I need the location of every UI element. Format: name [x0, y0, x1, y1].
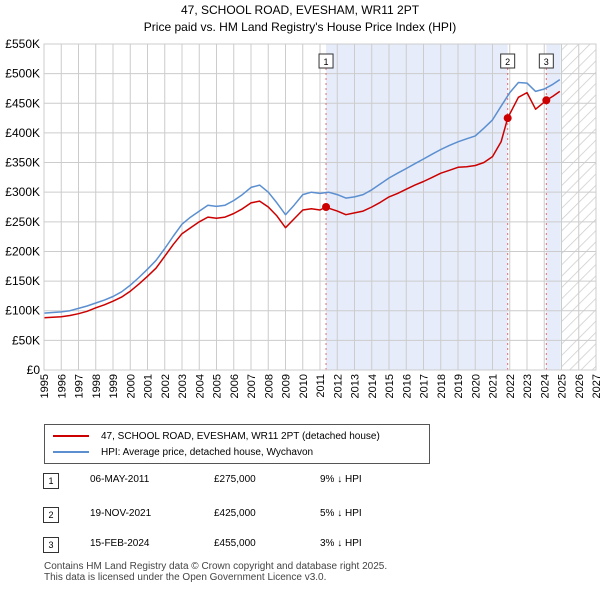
x-tick-label: 1996: [56, 374, 68, 398]
chart-title: 47, SCHOOL ROAD, EVESHAM, WR11 2PT: [181, 3, 420, 17]
x-tick-label: 2012: [332, 374, 344, 398]
y-tick-label: £250K: [5, 215, 40, 229]
legend-label-property: 47, SCHOOL ROAD, EVESHAM, WR11 2PT (deta…: [101, 430, 380, 442]
footer-line-2: This data is licensed under the Open Gov…: [44, 572, 327, 583]
sale-point: [503, 114, 512, 123]
y-tick-label: £100K: [5, 304, 40, 318]
footer-attribution: Contains HM Land Registry data © Crown c…: [44, 561, 387, 583]
x-tick-label: 2006: [229, 374, 241, 398]
x-tick-label: 1995: [39, 374, 51, 398]
property-series-line: [44, 90, 561, 319]
y-tick-label: £400K: [5, 126, 40, 140]
x-tick-label: 2017: [419, 374, 431, 398]
sale-price: £275,000: [214, 474, 256, 485]
sale-price: £455,000: [214, 538, 256, 549]
y-tick-label: £0: [27, 363, 41, 377]
legend-label-hpi: HPI: Average price, detached house, Wych…: [101, 446, 314, 458]
x-tick-label: 2014: [367, 374, 379, 398]
legend-item-property: 47, SCHOOL ROAD, EVESHAM, WR11 2PT (deta…: [53, 428, 380, 444]
x-tick-label: 2002: [160, 374, 172, 398]
x-tick-label: 2021: [488, 374, 500, 398]
plot-frame: [43, 43, 597, 371]
x-tick-label: 2000: [125, 374, 137, 398]
sale-hpi-diff: 9% ↓ HPI: [320, 474, 362, 485]
y-tick-label: £200K: [5, 244, 40, 258]
x-tick-label: 2004: [194, 374, 206, 398]
x-tick-label: 1997: [74, 374, 86, 398]
sale-date: 19-NOV-2021: [90, 508, 152, 519]
sale-date: 15-FEB-2024: [90, 538, 150, 549]
x-tick-label: 2011: [315, 374, 327, 398]
x-tick-label: 2003: [177, 374, 189, 398]
sale-row: 3 15-FEB-2024 £455,000 3% ↓ HPI: [0, 534, 600, 554]
sale-marker-label: 3: [544, 57, 549, 67]
sale-number-badge: 2: [43, 507, 59, 523]
x-tick-label: 2007: [246, 374, 258, 398]
ownership-period-band: [326, 44, 508, 370]
legend-item-hpi: HPI: Average price, detached house, Wych…: [53, 444, 313, 460]
sale-point: [542, 96, 551, 105]
sale-marker-label: 1: [324, 57, 329, 67]
sale-marker-box: [538, 53, 554, 69]
sale-date: 06-MAY-2011: [90, 474, 150, 485]
sale-marker-box: [318, 53, 334, 69]
y-tick-label: £500K: [5, 67, 40, 81]
sale-point: [322, 203, 331, 211]
y-tick-label: £300K: [5, 185, 40, 199]
x-tick-label: 2015: [384, 374, 396, 398]
x-tick-label: 2023: [522, 374, 534, 398]
ownership-period-band: [546, 44, 561, 370]
y-tick-label: £550K: [5, 37, 40, 51]
x-tick-label: 2001: [143, 374, 155, 398]
legend: 47, SCHOOL ROAD, EVESHAM, WR11 2PT (deta…: [44, 424, 430, 464]
x-tick-label: 1998: [91, 374, 103, 398]
sale-number-badge: 1: [43, 473, 59, 489]
x-tick-label: 2024: [539, 374, 551, 398]
x-tick-label: 2027: [591, 374, 600, 398]
hpi-series-line: [44, 78, 561, 314]
x-tick-label: 2020: [470, 374, 482, 398]
sale-hpi-diff: 3% ↓ HPI: [320, 538, 362, 549]
price-chart: 47, SCHOOL ROAD, EVESHAM, WR11 2PT Price…: [5, 3, 600, 398]
sale-marker-box: [500, 53, 516, 69]
x-tick-label: 2026: [574, 374, 586, 398]
footer-line-1: Contains HM Land Registry data © Crown c…: [44, 561, 388, 572]
y-tick-label: £50K: [12, 333, 40, 347]
x-tick-label: 2022: [505, 374, 517, 398]
sale-marker-label: 2: [505, 57, 510, 67]
sale-price: £425,000: [214, 508, 256, 519]
y-tick-label: £150K: [5, 274, 40, 288]
x-tick-label: 2008: [263, 374, 275, 398]
y-tick-label: £450K: [5, 96, 40, 110]
sale-hpi-diff: 5% ↓ HPI: [320, 508, 362, 519]
x-tick-label: 2025: [557, 374, 569, 398]
x-tick-label: 1999: [108, 374, 120, 398]
sale-number-badge: 3: [43, 537, 59, 553]
x-tick-label: 2016: [401, 374, 413, 398]
sale-row: 2 19-NOV-2021 £425,000 5% ↓ HPI: [0, 504, 600, 524]
sale-row: 1 06-MAY-2011 £275,000 9% ↓ HPI: [0, 470, 600, 490]
x-tick-label: 2010: [298, 374, 310, 398]
y-tick-label: £350K: [5, 156, 40, 170]
x-tick-label: 2013: [350, 374, 362, 398]
chart-subtitle: Price paid vs. HM Land Registry's House …: [144, 20, 456, 34]
legend-swatch-red: [53, 435, 89, 437]
x-tick-label: 2005: [212, 374, 224, 398]
x-tick-label: 2018: [436, 374, 448, 398]
x-tick-label: 2009: [281, 374, 293, 398]
x-tick-label: 2019: [453, 374, 465, 398]
legend-swatch-blue: [53, 451, 89, 453]
